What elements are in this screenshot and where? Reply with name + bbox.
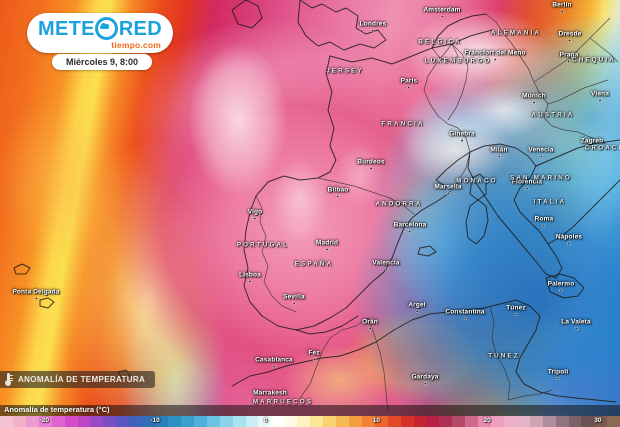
colorbar-swatch	[206, 416, 220, 427]
brand-name-part2: RED	[118, 17, 162, 40]
colorbar-swatch	[452, 416, 466, 427]
brand-name-part1: METE	[38, 17, 95, 40]
brand-subtitle: tiempo.com	[111, 40, 161, 51]
colorbar-swatch	[193, 416, 207, 427]
colorbar-swatch	[116, 416, 130, 427]
colorbar-swatch	[529, 416, 543, 427]
colorbar-swatch	[478, 416, 492, 427]
colorbar-swatch	[516, 416, 530, 427]
colorbar-swatch	[90, 416, 104, 427]
cloud-in-o-icon	[95, 17, 119, 41]
colorbar-swatch	[0, 416, 13, 427]
colorbar-swatch	[167, 416, 181, 427]
colorbar[interactable]: Anomalía de temperatura (°C) -20 -10 0 10 20…	[0, 405, 620, 427]
legend-title-label: ANOMALÍA DE TEMPERATURA	[18, 375, 146, 384]
colorbar-swatch	[323, 416, 336, 427]
colorbar-swatch	[465, 416, 479, 427]
colorbar-swatch	[374, 416, 388, 427]
colorbar-swatch	[297, 416, 311, 427]
colorbar-swatch	[400, 416, 414, 427]
colorbar-swatch	[594, 416, 608, 427]
colorbar-swatch	[219, 416, 233, 427]
colorbar-swatch	[426, 416, 440, 427]
thermometer-icon	[4, 373, 13, 386]
legend-title-badge[interactable]: ANOMALÍA DE TEMPERATURA	[0, 371, 156, 388]
colorbar-swatch	[180, 416, 194, 427]
colorbar-swatch	[555, 416, 569, 427]
colorbar-swatch	[439, 416, 453, 427]
brand-wordmark: METE RED	[38, 17, 162, 41]
colorbar-swatch	[335, 416, 349, 427]
colorbar-swatch	[142, 416, 156, 427]
colorbar-swatch	[271, 416, 285, 427]
colorbar-swatch	[103, 416, 117, 427]
colorbar-swatches	[0, 416, 620, 427]
colorbar-swatch	[155, 416, 168, 427]
colorbar-swatch	[387, 416, 401, 427]
colorbar-swatch	[581, 416, 595, 427]
colorbar-swatch	[51, 416, 65, 427]
colorbar-swatch	[129, 416, 143, 427]
colorbar-swatch	[503, 416, 517, 427]
colorbar-swatch	[361, 416, 375, 427]
meteored-logo[interactable]: METE RED tiempo.com	[27, 13, 173, 53]
colorbar-swatch	[245, 416, 259, 427]
colorbar-swatch	[413, 416, 427, 427]
colorbar-swatch	[12, 416, 26, 427]
colorbar-swatch	[258, 416, 272, 427]
colorbar-swatch	[284, 416, 298, 427]
colorbar-swatch	[568, 416, 582, 427]
colorbar-swatch	[38, 416, 52, 427]
colorbar-swatch	[310, 416, 324, 427]
colorbar-swatch	[542, 416, 556, 427]
colorbar-title: Anomalía de temperatura (°C)	[4, 405, 110, 414]
colorbar-swatch	[607, 416, 620, 427]
colorbar-swatch	[64, 416, 78, 427]
colorbar-swatch	[348, 416, 362, 427]
colorbar-swatch	[232, 416, 246, 427]
colorbar-swatch	[77, 416, 91, 427]
colorbar-swatch	[25, 416, 39, 427]
colorbar-swatch	[491, 416, 504, 427]
date-time-pill[interactable]: Miércoles 9, 8:00	[52, 54, 153, 70]
